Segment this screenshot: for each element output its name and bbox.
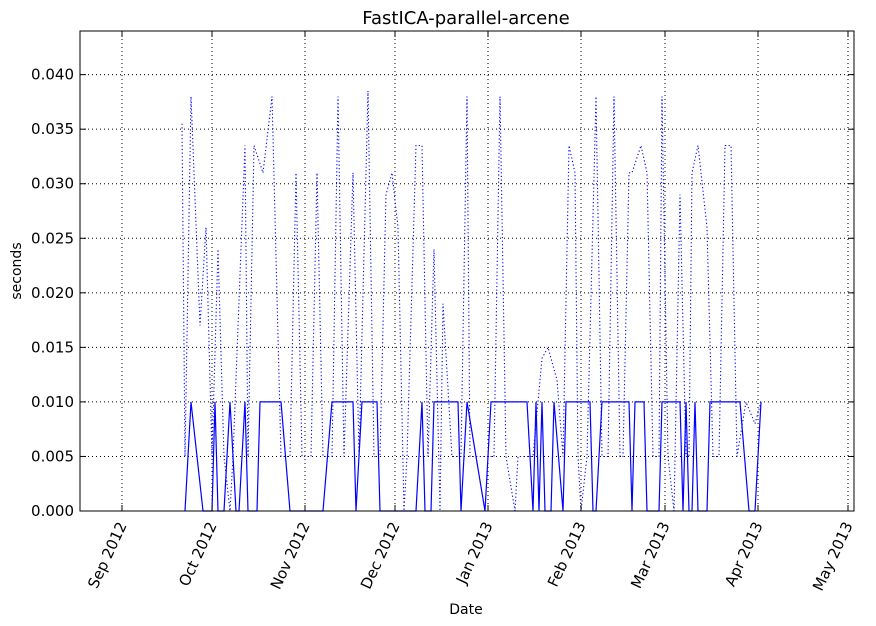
chart-title: FastICA-parallel-arcene	[362, 8, 569, 29]
y-tick-label: 0.025	[31, 229, 74, 247]
y-tick-label: 0.035	[31, 120, 74, 138]
ticks	[80, 31, 854, 512]
y-tick-label: 0.005	[31, 447, 74, 465]
x-axis-label: Date	[449, 602, 482, 618]
y-tick-labels: 0.000 0.005 0.010 0.015 0.020 0.025 0.030 0.035…	[31, 66, 74, 520]
y-tick-label: 0.015	[31, 338, 74, 356]
y-tick-label: 0.040	[31, 66, 74, 84]
grid	[80, 31, 854, 512]
y-tick-label: 0.010	[31, 393, 74, 411]
y-tick-label: 0.030	[31, 175, 74, 193]
y-tick-label: 0.020	[31, 284, 74, 302]
plot-frame	[79, 30, 855, 512]
y-axis-label: seconds	[9, 242, 25, 299]
series-line-dotted	[181, 90, 762, 512]
y-tick-label: 0.000	[31, 502, 74, 520]
